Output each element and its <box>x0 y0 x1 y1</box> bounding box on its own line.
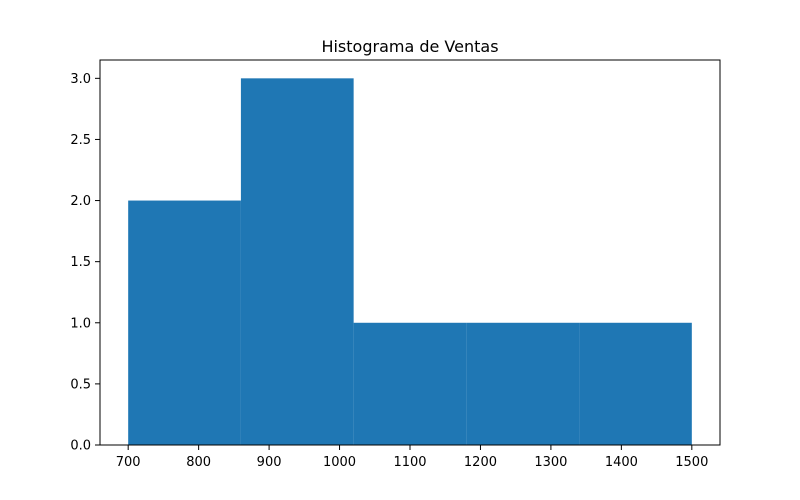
x-tick-label: 1400 <box>605 455 638 470</box>
x-tick-label: 800 <box>186 455 211 470</box>
x-tick-label: 1500 <box>675 455 708 470</box>
x-tick-label: 1200 <box>464 455 497 470</box>
y-axis-ticks: 0.0 0.5 1.0 1.5 2.0 2.5 3.0 <box>70 72 100 454</box>
y-tick-label: 1.0 <box>70 316 91 331</box>
bars-group <box>128 78 692 445</box>
histogram-bar-2 <box>240 78 354 445</box>
histogram-bar-5 <box>579 322 692 445</box>
x-tick-label: 1000 <box>323 455 356 470</box>
y-tick-label: 0.5 <box>70 377 91 392</box>
histogram-bar-4 <box>466 322 580 445</box>
chart-title: Histograma de Ventas <box>321 37 498 56</box>
y-tick-label: 1.5 <box>70 255 91 270</box>
x-tick-label: 900 <box>257 455 282 470</box>
histogram-bar-1 <box>128 200 241 445</box>
x-tick-label: 700 <box>116 455 141 470</box>
x-tick-label: 1100 <box>393 455 426 470</box>
y-tick-label: 2.5 <box>70 133 91 148</box>
y-tick-label: 3.0 <box>70 72 91 87</box>
histogram-bar-3 <box>353 322 467 445</box>
y-tick-label: 2.0 <box>70 194 91 209</box>
x-tick-label: 1300 <box>534 455 567 470</box>
y-tick-label: 0.0 <box>70 439 91 454</box>
x-axis-ticks: 700 800 900 1000 1100 1200 1300 1400 1500 <box>116 445 708 470</box>
